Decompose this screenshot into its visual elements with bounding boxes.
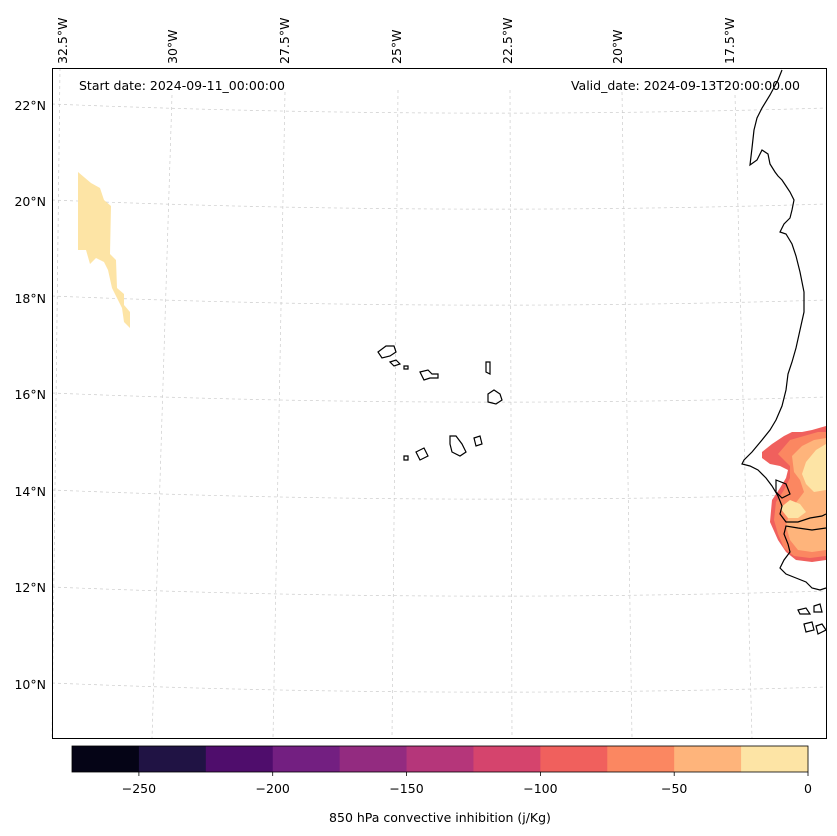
lat-label: 10°N (14, 677, 46, 692)
colorbar-swatch (406, 746, 474, 772)
dakar-detail (775, 479, 791, 499)
lat-label: 22°N (14, 98, 46, 113)
colorbar-tick-label: −100 (523, 781, 557, 796)
lat-label: 14°N (14, 484, 46, 499)
colorbar-label: 850 hPa convective inhibition (j/Kg) (329, 810, 551, 825)
cin-contours (78, 172, 826, 562)
guinea-bissau-islands (797, 603, 827, 635)
boa-vista-island (487, 389, 503, 405)
colorbar-swatch (72, 746, 140, 772)
fogo-island (415, 447, 429, 461)
lon-labels: 32.5°W 30°W 27.5°W 25°W 22.5°W 20°W 17.5… (55, 18, 737, 64)
colorbar-swatch (339, 746, 408, 772)
lon-label: 30°W (165, 29, 180, 64)
lon-label: 25°W (389, 29, 404, 64)
colorbar-tick-label: −200 (256, 781, 290, 796)
africa-coastline (741, 69, 827, 523)
colorbar-ticks (138, 772, 809, 776)
colorbar-tick-label: −250 (122, 781, 156, 796)
lat-label: 20°N (14, 194, 46, 209)
start-date-text: Start date: 2024-09-11_00:00:00 (79, 78, 285, 93)
colorbar-tick-label: 0 (804, 781, 812, 796)
colorbar-swatch (741, 746, 809, 772)
maio-island (473, 435, 483, 447)
santa-luzia-island (403, 365, 409, 370)
lat-label: 12°N (14, 580, 46, 595)
lon-label: 17.5°W (722, 18, 737, 64)
map-frame (52, 68, 827, 739)
colorbar-swatch (473, 746, 541, 772)
sao-nicolau-island (419, 369, 439, 381)
colorbar-swatch (205, 746, 274, 772)
coastlines (377, 69, 827, 635)
brava-island (403, 455, 409, 461)
graticule (51, 67, 827, 739)
colorbar-swatch (272, 746, 341, 772)
lon-label: 22.5°W (500, 18, 515, 64)
colorbar (72, 746, 809, 772)
lon-label: 32.5°W (55, 18, 70, 64)
colorbar-swatch (607, 746, 675, 772)
cin-contour-northwest (78, 172, 130, 328)
lat-labels: 22°N 20°N 18°N 16°N 14°N 12°N 10°N (14, 98, 46, 692)
lat-label: 18°N (14, 291, 46, 306)
colorbar-swatch (138, 746, 207, 772)
colorbar-tick-labels: −250 −200 −150 −100 −50 0 (122, 781, 812, 796)
lat-label: 16°N (14, 387, 46, 402)
valid-date-text: Valid_date: 2024-09-13T20:00:00.00 (571, 78, 800, 93)
santiago-island (449, 435, 467, 457)
cin-contour-coast-core (802, 444, 826, 492)
lon-label: 27.5°W (277, 18, 292, 64)
lon-label: 20°W (610, 29, 625, 64)
cin-contour-gambia-core (780, 500, 806, 518)
santo-antao-island (377, 345, 397, 359)
colorbar-tick-label: −50 (661, 781, 687, 796)
sao-vicente-island (388, 359, 402, 367)
colorbar-tick-label: −150 (389, 781, 423, 796)
sal-island (485, 361, 491, 375)
colorbar-swatch (674, 746, 742, 772)
senegal-coast-south (779, 525, 827, 591)
colorbar-swatch (540, 746, 608, 772)
colorbar-frame (71, 745, 809, 773)
